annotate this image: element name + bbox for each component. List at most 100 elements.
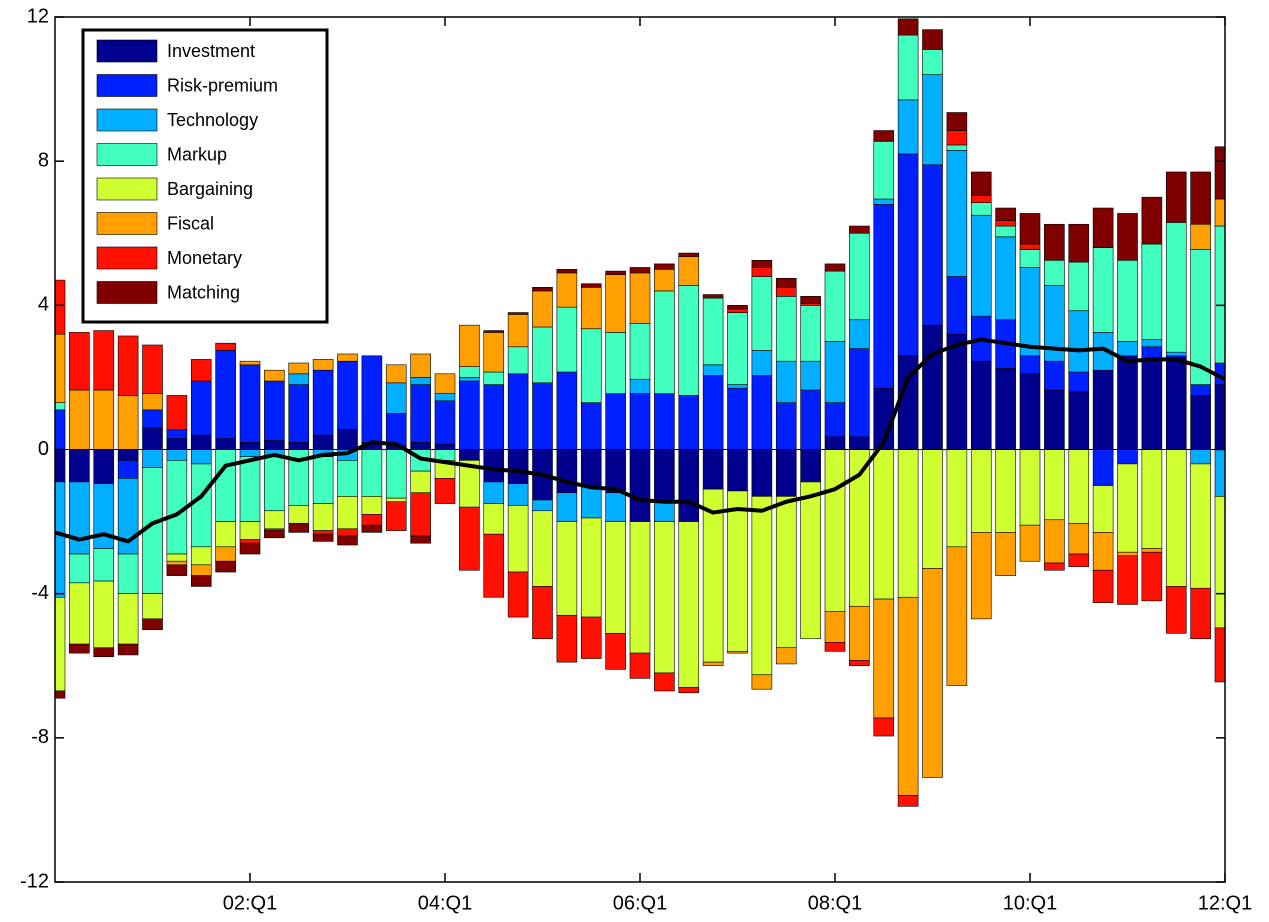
- bar-segment: [264, 369, 285, 382]
- bar-segment: [1019, 373, 1041, 450]
- bar-segment: [946, 112, 968, 131]
- bar-segment: [288, 373, 310, 385]
- bar-segment: [239, 364, 261, 443]
- y-tick-label: -4: [31, 582, 49, 604]
- bar-segment: [970, 449, 992, 533]
- bar-segment: [556, 492, 578, 522]
- bar-segment: [824, 402, 846, 438]
- bar-segment: [727, 384, 748, 389]
- bar-segment: [117, 460, 139, 479]
- bar-segment: [1214, 449, 1225, 497]
- bar-segment: [117, 593, 139, 645]
- bar-segment: [507, 314, 529, 348]
- bar-segment: [55, 279, 66, 335]
- bar-segment: [1141, 449, 1163, 549]
- bar-segment: [459, 449, 480, 461]
- bar-segment: [361, 524, 383, 533]
- bar-segment: [190, 434, 212, 450]
- bar-segment: [1019, 355, 1041, 375]
- x-tick-label: 08:Q1: [808, 892, 862, 914]
- bar-segment: [1117, 341, 1138, 357]
- bar-segment: [678, 449, 700, 522]
- bar-segment: [1044, 449, 1065, 521]
- legend-swatch: [96, 39, 158, 63]
- bar-segment: [434, 373, 456, 394]
- bar-segment: [800, 389, 821, 450]
- bar-segment: [897, 18, 919, 36]
- bar-segment: [434, 400, 456, 445]
- bar-segment: [727, 308, 748, 313]
- bar-segment: [1117, 213, 1138, 261]
- bar-segment: [1068, 310, 1090, 373]
- bar-segment: [1044, 259, 1065, 286]
- bar-segment: [775, 647, 797, 665]
- bar-segment: [239, 521, 261, 540]
- bar-segment: [1068, 449, 1090, 524]
- line-series: [55, 337, 1225, 544]
- bar-segment: [605, 393, 626, 450]
- bar-segment: [1190, 463, 1211, 589]
- bar-segment: [995, 236, 1016, 321]
- bar-segment: [117, 335, 139, 396]
- bar-segment: [1141, 359, 1163, 450]
- bar-segment: [483, 449, 505, 483]
- x-tick-label: 02:Q1: [223, 892, 277, 914]
- bar-segment: [1141, 196, 1163, 245]
- bar-segment: [654, 672, 675, 692]
- bar-segment: [166, 429, 188, 439]
- bar-segment: [1214, 198, 1225, 227]
- bar-segment: [775, 449, 797, 497]
- legend-swatch: [96, 177, 158, 201]
- bar-segment: [751, 375, 773, 450]
- bar-segment: [1165, 357, 1187, 450]
- bar-segment: [897, 153, 919, 357]
- bar-segment: [1092, 449, 1114, 486]
- bar-segment: [93, 647, 115, 658]
- bar-segment: [385, 382, 407, 414]
- bar-segment: [727, 651, 748, 654]
- bar-segment: [727, 387, 748, 450]
- bar-segment: [775, 496, 797, 649]
- bar-segment: [654, 393, 675, 450]
- bar-segment: [629, 449, 651, 522]
- bar-segment: [434, 443, 456, 450]
- bar-segment: [532, 326, 553, 384]
- bar-segment: [166, 564, 188, 576]
- bar-segment: [1019, 243, 1041, 250]
- bar-segment: [1092, 369, 1114, 450]
- bar-segment: [215, 350, 236, 439]
- bar-segment: [93, 389, 115, 450]
- y-tick-label: 4: [38, 294, 49, 316]
- bar-segment: [1165, 171, 1187, 223]
- axes: -12 -8 -4 0 4 8 12 02:Q1 04:Q1 06:Q1 08:Q1 10:Q1 12:…: [20, 5, 1252, 914]
- bar-segment: [605, 449, 626, 494]
- bar-segment: [580, 402, 602, 450]
- bar-segment: [166, 553, 188, 562]
- bar-segment: [142, 409, 163, 429]
- bar-segment: [55, 402, 66, 411]
- bar-segment: [117, 643, 139, 656]
- bar-segment: [702, 364, 724, 376]
- bar-segment: [532, 510, 553, 587]
- bar-segment: [995, 220, 1016, 227]
- bar-segment: [190, 575, 212, 587]
- bar-segment: [1117, 259, 1138, 342]
- bar-segment: [580, 328, 602, 403]
- bar-segment: [337, 360, 358, 430]
- legend-swatch: [96, 281, 158, 304]
- bar-segment: [483, 481, 505, 504]
- bar-segment: [142, 449, 163, 468]
- bar-segment: [215, 546, 236, 562]
- bar-segment: [849, 225, 870, 234]
- bar-segment: [970, 360, 992, 450]
- bar-segment: [922, 29, 943, 50]
- legend-swatch: [96, 108, 158, 132]
- y-tick-label: 8: [38, 149, 49, 171]
- bar-segment: [1019, 524, 1041, 562]
- bar-segment: [385, 364, 407, 384]
- bar-segment: [946, 333, 968, 450]
- bar-segment: [288, 441, 310, 450]
- bar-segment: [678, 687, 700, 694]
- bar-segment: [775, 360, 797, 403]
- bar-segment: [239, 539, 261, 544]
